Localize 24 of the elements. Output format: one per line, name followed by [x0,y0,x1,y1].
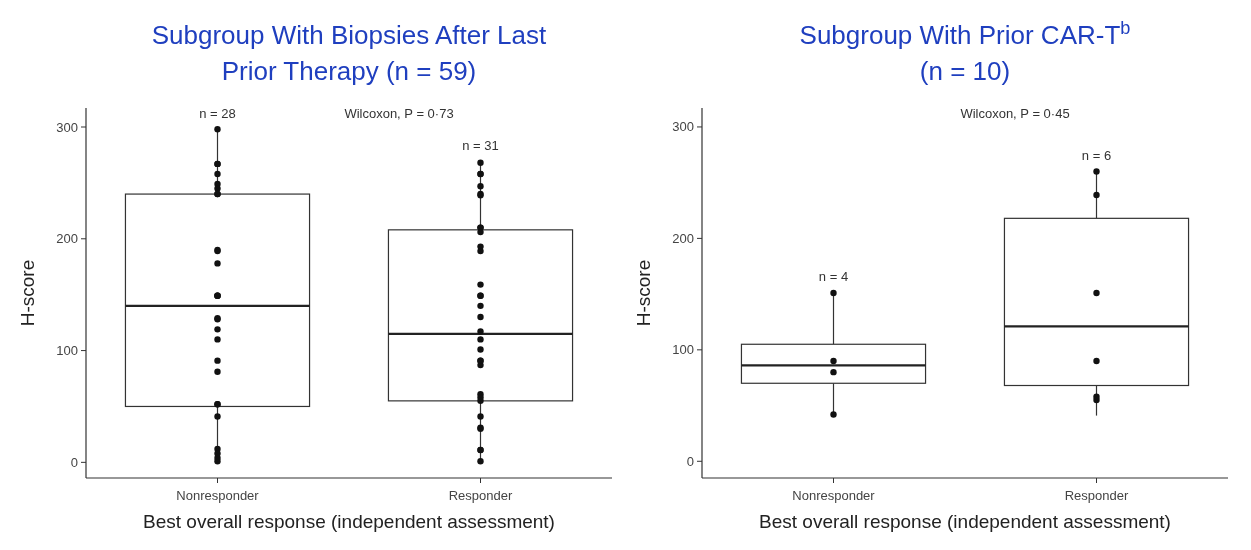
x-tick-label: Nonresponder [176,488,260,503]
y-axis-title: H-score [17,259,38,327]
x-axis-title: Best overall response (independent assessment) [759,511,1171,532]
x-tick-label: Responder [1064,488,1129,503]
annotation: n = 31 [462,137,499,153]
chart-title: Subgroup With Prior CAR-T$^{b}$ (n = 10) [799,18,1131,86]
y-tick-label: 200 [672,230,694,246]
annotation: n = 28 [199,106,236,121]
y-tick-label: 100 [672,342,694,358]
annotation: n = 4 [818,269,849,284]
y-tick-label: 200 [56,231,78,247]
annotation: n = 6 [1081,147,1112,163]
y-axis-title: H-score [633,259,654,327]
y-tick-label: 300 [672,119,694,135]
x-tick-label: Responder [448,488,513,503]
y-tick-label: 300 [56,119,78,135]
y-tick-label: 0 [70,454,78,470]
annotation: Wilcoxon, P = 0·73 [344,106,454,121]
chart-title: Subgroup With Biopsies After Last Prior Therapy (n = 59) [151,20,548,86]
y-tick-label: 0 [686,453,694,469]
x-tick-label: Nonresponder [792,488,876,503]
y-tick-label: 100 [56,343,78,359]
annotation: Wilcoxon, P = 0·45 [960,106,1070,121]
x-axis-title: Best overall response (independent assessment) [143,511,555,532]
